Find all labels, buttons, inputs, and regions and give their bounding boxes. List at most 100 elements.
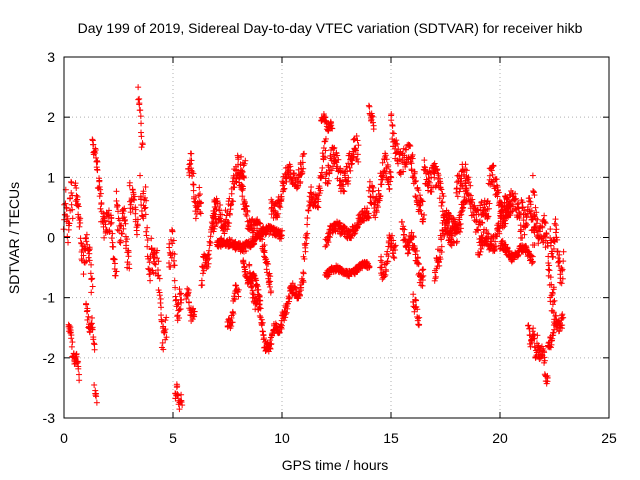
data-point [328, 167, 335, 174]
data-point [304, 221, 311, 228]
data-point [118, 222, 125, 229]
data-point [130, 196, 137, 203]
data-point [289, 280, 296, 287]
data-point [378, 181, 385, 188]
data-point [378, 264, 385, 271]
data-point [259, 231, 266, 238]
data-point [167, 236, 174, 243]
data-point [300, 270, 307, 277]
data-point [147, 270, 154, 277]
data-point [383, 156, 390, 163]
data-point [120, 208, 127, 215]
data-point [144, 224, 151, 231]
data-point [321, 154, 328, 161]
chart-title: Day 199 of 2019, Sidereal Day-to-day VTE… [78, 20, 583, 36]
data-point [188, 150, 195, 157]
data-point [77, 219, 84, 226]
data-point [169, 227, 176, 234]
data-point [278, 193, 285, 200]
data-point [90, 141, 97, 148]
data-point [110, 243, 117, 250]
data-point [385, 253, 392, 260]
data-point [121, 217, 128, 224]
data-point [268, 340, 275, 347]
data-point [163, 314, 170, 321]
data-point [250, 291, 257, 298]
data-point [73, 350, 80, 357]
data-point [88, 261, 95, 268]
data-point [241, 160, 248, 167]
data-point [385, 181, 392, 188]
data-point [214, 219, 221, 226]
data-point [282, 314, 289, 321]
data-point [199, 282, 206, 289]
data-point [221, 230, 228, 237]
data-point [266, 345, 273, 352]
data-point [197, 199, 204, 206]
data-point [234, 161, 241, 168]
data-point [228, 236, 235, 243]
data-point [246, 262, 253, 269]
data-point [226, 220, 233, 227]
data-point [144, 237, 151, 244]
data-point [73, 192, 80, 199]
data-point [199, 270, 206, 277]
data-point [74, 358, 81, 365]
data-point [126, 182, 133, 189]
data-point [297, 178, 304, 185]
data-point [76, 371, 83, 378]
data-point [280, 179, 287, 186]
y-tick-label: 2 [47, 109, 55, 125]
data-point [172, 284, 179, 291]
data-point [66, 220, 73, 227]
data-point [242, 157, 249, 164]
data-point [97, 205, 104, 212]
data-point [327, 152, 334, 159]
data-point [285, 293, 292, 300]
data-point [362, 209, 369, 216]
data-points [60, 84, 567, 413]
data-point [348, 160, 355, 167]
data-point [274, 214, 281, 221]
data-point [335, 156, 342, 163]
data-point [281, 317, 288, 324]
data-point [372, 214, 379, 221]
data-point [155, 272, 162, 279]
data-point [68, 332, 75, 339]
data-point [127, 209, 134, 216]
data-point [173, 381, 180, 388]
data-point [272, 320, 279, 327]
data-point [139, 141, 146, 148]
data-point [196, 184, 203, 191]
data-point [78, 239, 85, 246]
data-point [174, 312, 181, 319]
data-point [191, 313, 198, 320]
data-point [261, 335, 268, 342]
data-point [387, 178, 394, 185]
data-point [74, 193, 81, 200]
data-point [354, 137, 361, 144]
data-point [266, 281, 273, 288]
x-tick-label: 20 [492, 430, 508, 446]
data-point [123, 242, 130, 249]
data-point [369, 188, 376, 195]
data-point [178, 399, 185, 406]
data-point [177, 306, 184, 313]
data-point [392, 246, 399, 253]
data-point [336, 182, 343, 189]
data-point [83, 301, 90, 308]
data-point [369, 119, 376, 126]
data-point [162, 317, 169, 324]
data-point [368, 200, 375, 207]
data-point [282, 311, 289, 318]
data-point [227, 206, 234, 213]
data-point [85, 313, 92, 320]
data-point [280, 186, 287, 193]
data-point [136, 101, 143, 108]
data-point [387, 169, 394, 176]
data-point [113, 268, 120, 275]
data-point [259, 236, 266, 243]
data-point [176, 286, 183, 293]
data-point [143, 197, 150, 204]
